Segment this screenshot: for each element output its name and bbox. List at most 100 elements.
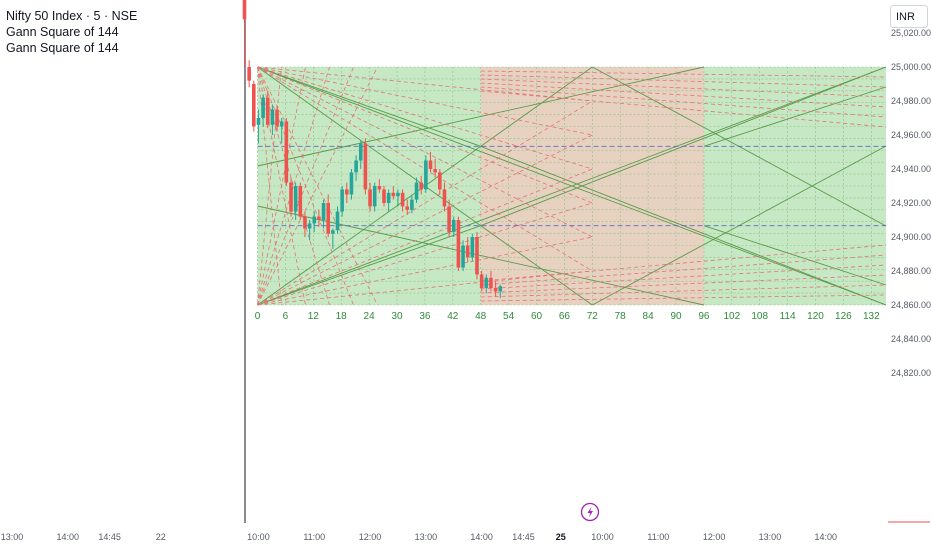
gann-count-label: 12 bbox=[308, 311, 320, 322]
gann-dashed-line bbox=[257, 66, 378, 306]
gann-dashed-line bbox=[480, 78, 887, 98]
candle bbox=[349, 169, 354, 200]
time-tick-label: 25 bbox=[556, 532, 566, 542]
gann-fan-line bbox=[257, 225, 481, 306]
candle bbox=[368, 182, 372, 212]
gann-fan-line bbox=[257, 205, 704, 306]
candle bbox=[433, 158, 437, 178]
gann-dashed-line bbox=[480, 254, 887, 286]
chart-legend: Nifty 50 Index · 5 · NSE Gann Square of … bbox=[6, 8, 137, 56]
currency-button[interactable]: INR bbox=[890, 5, 928, 28]
time-tick-label: 12:00 bbox=[359, 532, 382, 542]
price-tick-label: 24,820.00 bbox=[891, 368, 931, 378]
candle bbox=[242, 0, 247, 67]
candle bbox=[470, 233, 475, 261]
time-tick-label: 13:00 bbox=[415, 532, 438, 542]
gann-count-label: 48 bbox=[475, 311, 487, 322]
gann-count-label: 60 bbox=[531, 311, 543, 322]
time-tick-label: 14:00 bbox=[470, 532, 493, 542]
gann-dashed-line bbox=[480, 294, 887, 302]
gann-fan-line bbox=[257, 66, 704, 167]
gann-dashed-line bbox=[480, 70, 887, 78]
candle bbox=[382, 186, 386, 207]
gann-dashed-line bbox=[257, 66, 593, 136]
gann-count-label: 78 bbox=[615, 311, 627, 322]
indicator-label-2[interactable]: Gann Square of 144 bbox=[6, 41, 119, 55]
candle bbox=[279, 118, 284, 144]
candlesticks bbox=[242, 0, 503, 299]
gann-fan-line bbox=[703, 86, 887, 147]
candle bbox=[391, 186, 396, 200]
time-tick-label: 11:00 bbox=[303, 532, 325, 542]
time-tick-label: 13:00 bbox=[1, 532, 24, 542]
gann-dashed-line bbox=[480, 244, 887, 282]
candle bbox=[498, 284, 503, 299]
indicator-label-1[interactable]: Gann Square of 144 bbox=[6, 25, 119, 39]
time-tick-label: 10:00 bbox=[247, 532, 270, 542]
gann-fan-line bbox=[257, 66, 887, 306]
candle bbox=[405, 199, 410, 215]
candle bbox=[256, 109, 261, 144]
time-axis[interactable]: 12:00 13:00 14:00 14:45 22 10:00 11:00 12:00 13:… bbox=[0, 532, 837, 542]
gann-dashed-line bbox=[480, 264, 887, 290]
gann-count-labels: 0 6 12 18 24 30 36 42 48 54 60 66 72 78 84 90 96 102 108 11… bbox=[255, 311, 880, 322]
candle bbox=[424, 155, 428, 193]
gann-count-label: 126 bbox=[835, 311, 852, 322]
gann-count-label: 18 bbox=[336, 311, 348, 322]
candle bbox=[465, 237, 470, 263]
time-tick-label: 14:00 bbox=[57, 532, 80, 542]
candle bbox=[438, 169, 442, 195]
time-tick-label: 11:00 bbox=[647, 532, 669, 542]
candle bbox=[484, 274, 489, 294]
candle bbox=[479, 271, 484, 292]
time-tick-label: 14:45 bbox=[512, 532, 535, 542]
gann-count-label: 0 bbox=[255, 311, 261, 322]
lightning-event-icon[interactable] bbox=[580, 502, 600, 522]
gann-count-label: 72 bbox=[587, 311, 599, 322]
candle bbox=[396, 189, 400, 207]
candle bbox=[372, 182, 377, 212]
candle bbox=[475, 231, 479, 280]
time-tick-label: 12:00 bbox=[703, 532, 726, 542]
gann-dashed-line bbox=[257, 66, 593, 204]
candle bbox=[451, 216, 456, 237]
price-tick-label: 24,880.00 bbox=[891, 266, 931, 276]
gann-count-label: 54 bbox=[503, 311, 515, 322]
candle bbox=[447, 199, 451, 237]
time-tick-label: 14:45 bbox=[98, 532, 121, 542]
price-tick-label: 24,920.00 bbox=[891, 198, 931, 208]
gann-dashed-line bbox=[480, 90, 887, 128]
candle bbox=[252, 80, 256, 132]
price-axis[interactable]: 25,020.00 25,000.00 24,980.00 24,960.00 24,9… bbox=[891, 28, 931, 378]
symbol-title[interactable]: Nifty 50 Index · 5 · NSE bbox=[6, 9, 138, 23]
gann-count-label: 114 bbox=[780, 311, 796, 322]
candle bbox=[331, 228, 335, 249]
gann-dashed-line bbox=[480, 74, 887, 88]
price-tick-label: 24,900.00 bbox=[891, 232, 931, 242]
candle bbox=[414, 177, 419, 203]
candle bbox=[442, 182, 447, 212]
candle bbox=[377, 179, 382, 193]
candle bbox=[321, 199, 326, 229]
time-tick-label: 22 bbox=[156, 532, 166, 542]
gann-count-label: 96 bbox=[698, 311, 710, 322]
gann-dashed-line bbox=[257, 202, 593, 306]
price-tick-label: 24,980.00 bbox=[891, 96, 931, 106]
gann-dashed-line bbox=[257, 66, 354, 306]
time-tick-label: 13:00 bbox=[759, 532, 782, 542]
candle bbox=[335, 206, 340, 234]
gann-grid bbox=[257, 66, 886, 306]
gann-dashed-line bbox=[257, 168, 593, 306]
gann-count-label: 66 bbox=[559, 311, 571, 322]
candle bbox=[345, 182, 349, 203]
price-tick-label: 24,860.00 bbox=[891, 300, 931, 310]
gann-dashed-line bbox=[257, 236, 593, 306]
candle bbox=[419, 175, 423, 195]
candle bbox=[293, 182, 298, 220]
candle bbox=[247, 60, 251, 88]
gann-count-label: 90 bbox=[670, 311, 682, 322]
candle bbox=[489, 271, 493, 292]
gann-dashed-line bbox=[480, 274, 887, 294]
gann-fan-line bbox=[703, 225, 887, 286]
